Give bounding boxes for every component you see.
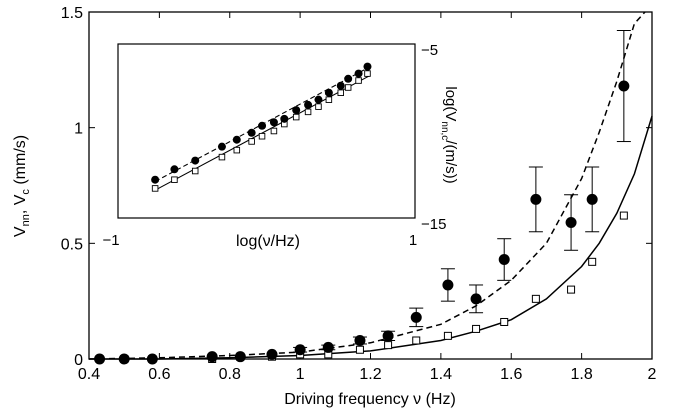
inset-open-square-point (233, 146, 241, 154)
filled-circle-point (586, 193, 598, 205)
inset-x-axis-label: log(ν/Hz) (236, 233, 300, 250)
inset-open-square-point (364, 70, 371, 77)
open-square-point (619, 211, 628, 220)
x-tick-label: 1.4 (430, 366, 452, 383)
filled-circle-point (206, 351, 218, 363)
inset-solid-fit (154, 74, 371, 191)
filled-circle-point (618, 80, 630, 92)
inset-filled-circle-point (314, 95, 323, 104)
inset-open-square-point (270, 127, 278, 135)
filled-circle-point (94, 353, 106, 365)
open-square-point (588, 257, 597, 266)
inset-y-axis-label: log(Vnn,c/(m/s)) (439, 86, 459, 183)
inset-filled-circle-point (324, 88, 333, 97)
filled-circle-point (530, 193, 542, 205)
filled-circle-point (565, 217, 577, 229)
filled-circle-point (146, 353, 158, 365)
open-square-point (531, 294, 540, 303)
open-square-point (384, 341, 393, 350)
inset-filled-circle-point (363, 62, 372, 71)
filled-circle-point (354, 334, 366, 346)
inset-x-tick-max: 1 (409, 232, 417, 249)
inset-filled-circle-point (151, 175, 160, 184)
open-square-point (412, 336, 421, 345)
inset-y-tick-max: −5 (421, 42, 438, 59)
open-square-point (500, 317, 509, 326)
x-tick-label: 0.8 (219, 366, 241, 383)
x-tick-label: 1 (296, 366, 305, 383)
inset-filled-circle-point (170, 165, 179, 174)
filled-circle-point (470, 293, 482, 305)
filled-circle-point (382, 330, 394, 342)
inset-open-square-point (344, 84, 352, 91)
y-tick-label: 1 (74, 121, 83, 138)
inset-filled-circle-point (354, 69, 363, 78)
inset-open-square-point (304, 108, 312, 116)
main-y-ticks: 0 0.5 1 1.5 (61, 5, 652, 369)
y-tick-label: 1.5 (61, 5, 83, 22)
x-tick-label: 0.6 (148, 366, 170, 383)
inset-filled-circle-point (269, 118, 278, 127)
main-data-points (94, 30, 631, 365)
open-square-point (472, 324, 481, 333)
inset-filled-circle-point (280, 114, 289, 123)
inset-data-points (151, 62, 372, 192)
filled-circle-point (266, 348, 278, 360)
inset-filled-circle-point (247, 128, 256, 137)
main-y-axis-label: Vnn, Vc (mm/s) (12, 135, 32, 237)
y-tick-label: 0.5 (61, 236, 83, 253)
main-x-axis-label: Driving frequency ν (Hz) (284, 391, 456, 408)
filled-circle-point (322, 341, 334, 353)
x-tick-label: 2 (648, 366, 657, 383)
inset-open-square-point (292, 113, 300, 121)
inset-open-square-point (315, 103, 322, 110)
x-tick-label: 1.8 (571, 366, 593, 383)
inset-open-square-point (191, 167, 199, 175)
open-square-point (355, 345, 364, 354)
inset-open-square-point (337, 89, 345, 96)
filled-circle-point (442, 279, 454, 291)
inset-filled-circle-point (344, 74, 353, 83)
inset-filled-circle-point (336, 81, 345, 90)
inset-open-square-point (171, 176, 178, 183)
filled-circle-point (234, 351, 246, 363)
open-square-point (567, 285, 576, 294)
y-tick-label: 0 (74, 352, 83, 369)
inset-open-square-point (218, 153, 226, 161)
inset-open-square-point (355, 77, 362, 84)
inset-filled-circle-point (304, 100, 313, 109)
inset-open-square-point (258, 132, 266, 140)
inset-filled-circle-point (232, 135, 241, 144)
inset-filled-circle-point (191, 156, 200, 165)
inset-filled-circle-point (258, 121, 267, 130)
inset-filled-circle-point (292, 106, 301, 115)
filled-circle-point (410, 311, 422, 323)
inset-y-tick-min: −15 (421, 216, 446, 233)
filled-circle-point (118, 353, 130, 365)
inset-open-square-point (151, 185, 159, 192)
open-square-point (443, 331, 452, 340)
inset-open-square-point (325, 96, 333, 103)
x-tick-label: 0.4 (78, 366, 100, 383)
x-tick-label: 1.2 (359, 366, 381, 383)
inset-open-square-point (248, 138, 255, 145)
inset-x-tick-min: −1 (102, 232, 119, 249)
x-tick-label: 1.6 (500, 366, 522, 383)
filled-circle-point (294, 344, 306, 356)
inset-filled-circle-point (217, 142, 226, 151)
filled-circle-point (498, 254, 510, 266)
